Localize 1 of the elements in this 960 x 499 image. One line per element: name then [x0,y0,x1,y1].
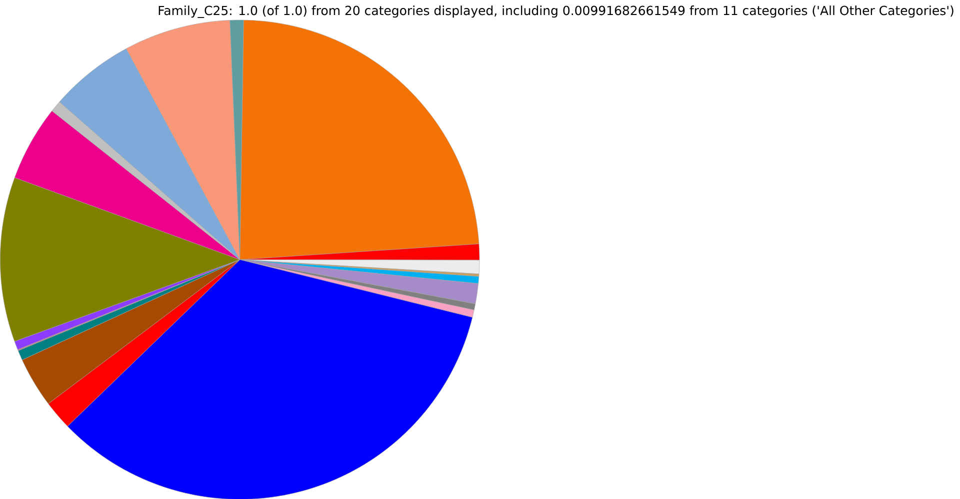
text: Family_C25: 1.0 (of 1.0) from 20 categories displayed, including 0.00991682661549 from 11 categories ('All Other Categories') [158,5,954,18]
